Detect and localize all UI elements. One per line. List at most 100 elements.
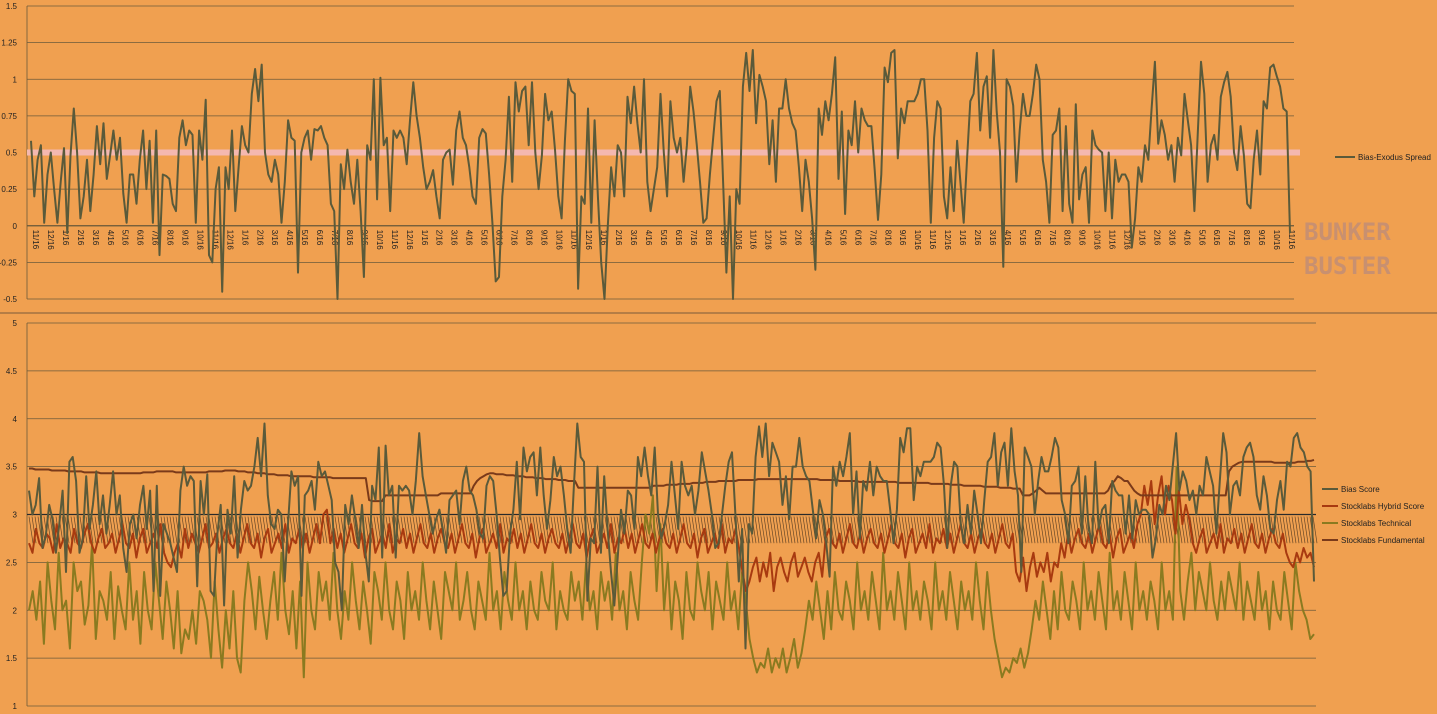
top-x-tick-label: 5/16 bbox=[838, 230, 847, 246]
date-label-mark bbox=[781, 516, 787, 544]
date-label-mark bbox=[1120, 516, 1126, 544]
bunker-buster-line2: BUSTER bbox=[1304, 252, 1391, 280]
date-label-mark bbox=[1033, 516, 1039, 544]
date-label-mark bbox=[823, 516, 829, 544]
top-x-tick-label: 3/16 bbox=[988, 230, 997, 246]
top-x-tick-label: 10/16 bbox=[913, 230, 922, 251]
top-x-tick-label: 3/16 bbox=[1167, 230, 1176, 246]
date-label-mark bbox=[1291, 516, 1297, 544]
top-x-tick-label: 3/16 bbox=[629, 230, 638, 246]
date-label-mark bbox=[742, 516, 748, 544]
date-label-mark bbox=[463, 516, 469, 544]
date-label-mark bbox=[820, 516, 826, 544]
date-label-mark bbox=[67, 516, 73, 544]
top-x-tick-label: 1/16 bbox=[779, 230, 788, 246]
top-x-tick-label: 12/16 bbox=[764, 230, 773, 251]
top-y-tick-label: 0.5 bbox=[6, 149, 18, 158]
top-x-tick-label: 5/16 bbox=[659, 230, 668, 246]
date-label-mark bbox=[268, 516, 274, 544]
date-label-mark bbox=[673, 516, 679, 544]
top-x-tick-label: 7/16 bbox=[868, 230, 877, 246]
top-x-tick-label: 2/16 bbox=[614, 230, 623, 246]
top-x-tick-label: 12/16 bbox=[405, 230, 414, 251]
top-x-tick-label: 5/16 bbox=[121, 230, 130, 246]
top-x-tick-label: 6/16 bbox=[136, 230, 145, 246]
date-label-mark bbox=[1189, 516, 1195, 544]
date-label-mark bbox=[409, 516, 415, 544]
legend-label: Bias-Exodus Spread bbox=[1358, 153, 1431, 162]
series-line-stocklabs-technical bbox=[28, 465, 1315, 679]
top-x-tick-label: 12/16 bbox=[225, 230, 234, 251]
date-label-mark bbox=[307, 516, 313, 544]
date-label-mark bbox=[790, 516, 796, 544]
bunker-buster-line1: BUNKER bbox=[1304, 218, 1391, 246]
bottom-y-tick-label: 3.5 bbox=[6, 463, 18, 472]
top-y-tick-label: 0.25 bbox=[1, 185, 17, 194]
bottom-y-tick-label: 1.5 bbox=[6, 654, 18, 663]
top-x-tick-label: 12/16 bbox=[943, 230, 952, 251]
date-label-mark bbox=[562, 516, 568, 544]
top-x-tick-label: 2/16 bbox=[973, 230, 982, 246]
date-label-mark bbox=[775, 516, 781, 544]
date-label-mark bbox=[844, 516, 850, 544]
date-label-mark bbox=[451, 516, 457, 544]
date-label-mark bbox=[277, 516, 283, 544]
top-x-tick-label: 9/16 bbox=[1257, 230, 1266, 246]
date-label-mark bbox=[373, 516, 379, 544]
top-x-tick-label: 8/16 bbox=[1242, 230, 1251, 246]
top-x-tick-label: 11/16 bbox=[31, 230, 40, 250]
date-label-mark bbox=[1300, 516, 1306, 544]
top-x-tick-label: 7/16 bbox=[1048, 230, 1057, 246]
date-label-mark bbox=[1138, 516, 1144, 544]
date-label-mark bbox=[199, 516, 205, 544]
bottom-y-tick-label: 2.5 bbox=[6, 558, 18, 567]
date-label-mark bbox=[322, 516, 328, 544]
date-label-mark bbox=[1039, 516, 1045, 544]
top-x-tick-label: 10/16 bbox=[1093, 230, 1102, 251]
top-x-tick-label: 1/16 bbox=[420, 230, 429, 246]
date-label-mark bbox=[1159, 516, 1165, 544]
top-x-tick-label: 4/16 bbox=[1003, 230, 1012, 246]
date-label-mark bbox=[28, 516, 34, 544]
top-x-tick-label: 4/16 bbox=[1182, 230, 1191, 246]
date-label-mark bbox=[1225, 516, 1231, 544]
date-label-mark bbox=[1111, 516, 1117, 544]
bottom-y-tick-label: 1 bbox=[13, 702, 18, 711]
series-line-stocklabs-fundamental bbox=[29, 458, 1315, 503]
date-label-mark bbox=[880, 516, 886, 544]
date-label-mark bbox=[1276, 516, 1282, 544]
top-x-tick-label: 11/16 bbox=[569, 230, 578, 250]
date-label-mark bbox=[901, 516, 907, 544]
top-x-tick-label: 2/16 bbox=[76, 230, 85, 246]
series-line-bias-score bbox=[28, 422, 1315, 650]
date-label-mark bbox=[1165, 516, 1171, 544]
date-label-mark bbox=[520, 516, 526, 544]
top-x-tick-label: 6/16 bbox=[1212, 230, 1221, 246]
date-label-mark bbox=[1054, 516, 1060, 544]
date-label-mark bbox=[1030, 516, 1036, 544]
top-x-tick-label: 4/16 bbox=[644, 230, 653, 246]
date-label-mark bbox=[610, 516, 616, 544]
date-label-mark bbox=[1234, 516, 1240, 544]
date-label-mark bbox=[766, 516, 772, 544]
top-x-tick-label: 11/16 bbox=[928, 230, 937, 250]
date-label-mark bbox=[778, 516, 784, 544]
date-label-mark bbox=[703, 516, 709, 544]
date-label-mark bbox=[706, 516, 712, 544]
date-label-mark bbox=[736, 516, 742, 544]
legend-label: Stocklabs Hybrid Score bbox=[1341, 502, 1425, 511]
top-x-tick-label: 6/16 bbox=[853, 230, 862, 246]
date-label-mark bbox=[787, 516, 793, 544]
date-label-mark bbox=[304, 516, 310, 544]
bottom-y-tick-label: 4 bbox=[13, 415, 18, 424]
date-label-mark bbox=[112, 516, 118, 544]
date-label-mark bbox=[1093, 516, 1099, 544]
date-label-mark bbox=[472, 516, 478, 544]
date-label-mark bbox=[784, 516, 790, 544]
top-x-tick-label: 11/16 bbox=[390, 230, 399, 250]
date-label-mark bbox=[595, 516, 601, 544]
top-y-tick-label: 1.5 bbox=[6, 2, 18, 11]
date-label-mark bbox=[91, 516, 97, 544]
